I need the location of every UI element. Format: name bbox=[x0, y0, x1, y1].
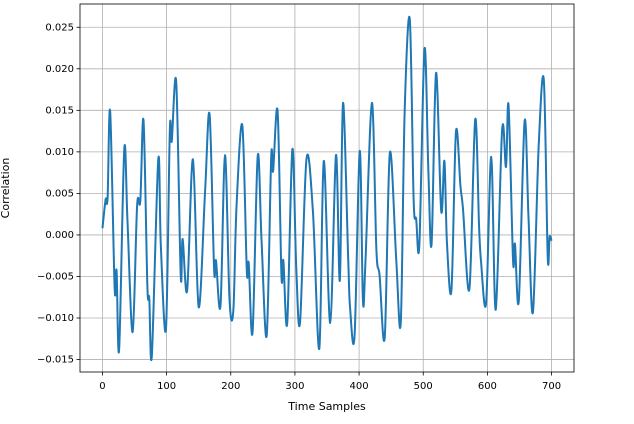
x-tick-label: 100 bbox=[157, 381, 176, 392]
y-tick-label: 0.015 bbox=[45, 105, 74, 116]
x-tick-label: 700 bbox=[542, 381, 561, 392]
x-tick-label: 400 bbox=[350, 381, 369, 392]
y-tick-label: 0.020 bbox=[45, 64, 74, 75]
x-tick-label: 300 bbox=[285, 381, 304, 392]
y-tick-label: −0.015 bbox=[37, 355, 74, 366]
y-tick-label: 0.005 bbox=[45, 188, 74, 199]
y-axis-label: Correlation bbox=[0, 158, 12, 219]
x-axis-label: Time Samples bbox=[287, 400, 366, 413]
y-tick-label: 0.000 bbox=[45, 230, 74, 241]
x-tick-label: 200 bbox=[221, 381, 240, 392]
y-tick-label: −0.010 bbox=[37, 313, 74, 324]
line-series bbox=[101, 15, 553, 361]
x-tick-label: 600 bbox=[478, 381, 497, 392]
y-tick-label: 0.025 bbox=[45, 22, 74, 33]
x-tick-label: 0 bbox=[99, 381, 105, 392]
plot bbox=[101, 15, 553, 361]
y-tick-label: −0.005 bbox=[37, 271, 74, 282]
y-tick-label: 0.010 bbox=[45, 147, 74, 158]
axes-frame bbox=[79, 3, 575, 373]
x-tick-label: 500 bbox=[414, 381, 433, 392]
